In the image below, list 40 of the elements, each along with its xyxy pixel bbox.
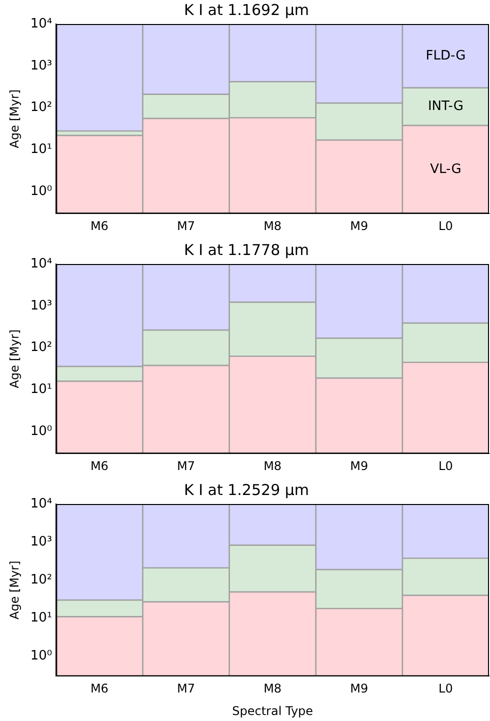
y-tick-label: 10⁰ [30, 648, 52, 664]
y-tick-label: 10³ [30, 58, 52, 74]
x-tick-label: M8 [264, 682, 282, 696]
y-tick-label: 10⁴ [30, 256, 52, 272]
x-tick-label: M8 [264, 218, 282, 233]
chart-title: K I at 1.1692 μm [184, 0, 310, 19]
x-tick-label: L0 [438, 218, 453, 233]
y-tick-label: 10⁰ [30, 424, 52, 440]
x-tick-label: L0 [438, 682, 453, 696]
series-label: VL-G [430, 162, 462, 177]
y-tick-label: 10⁴ [30, 496, 52, 512]
series-label: FLD-G [426, 48, 466, 64]
y-tick-label: 10¹ [30, 610, 52, 626]
x-tick-label: M7 [177, 458, 196, 473]
y-tick-label: 10⁴ [30, 16, 52, 32]
y-tick-label: 10² [30, 340, 52, 356]
y-tick-label: 10¹ [30, 382, 52, 398]
x-tick-label: M7 [177, 218, 196, 233]
x-tick-label: M6 [90, 218, 108, 233]
y-tick-label: 10¹ [30, 142, 52, 158]
x-tick-label: M8 [264, 458, 282, 473]
y-tick-label: 10³ [30, 534, 52, 550]
y-tick-label: 10² [30, 572, 52, 588]
chart-title: K I at 1.2529 μm [184, 480, 310, 499]
y-tick-label: 10² [30, 100, 52, 116]
series-label: INT-G [428, 99, 464, 114]
x-tick-label: M9 [350, 682, 368, 696]
x-axis-title: Spectral Type [232, 704, 314, 718]
y-tick-label: 10⁰ [30, 184, 52, 200]
y-tick-label: 10³ [30, 298, 52, 314]
x-tick-label: M9 [350, 218, 368, 233]
y-axis-title: Age [Myr] [7, 560, 22, 620]
x-tick-label: M9 [350, 458, 368, 473]
chart-title: K I at 1.1778 μm [184, 240, 310, 259]
x-tick-label: M7 [177, 682, 196, 696]
x-tick-label: M6 [90, 458, 108, 473]
y-axis-title: Age [Myr] [7, 329, 22, 388]
y-axis-title: Age [Myr] [7, 89, 22, 148]
x-tick-label: M6 [90, 682, 108, 696]
x-tick-label: L0 [438, 458, 453, 473]
